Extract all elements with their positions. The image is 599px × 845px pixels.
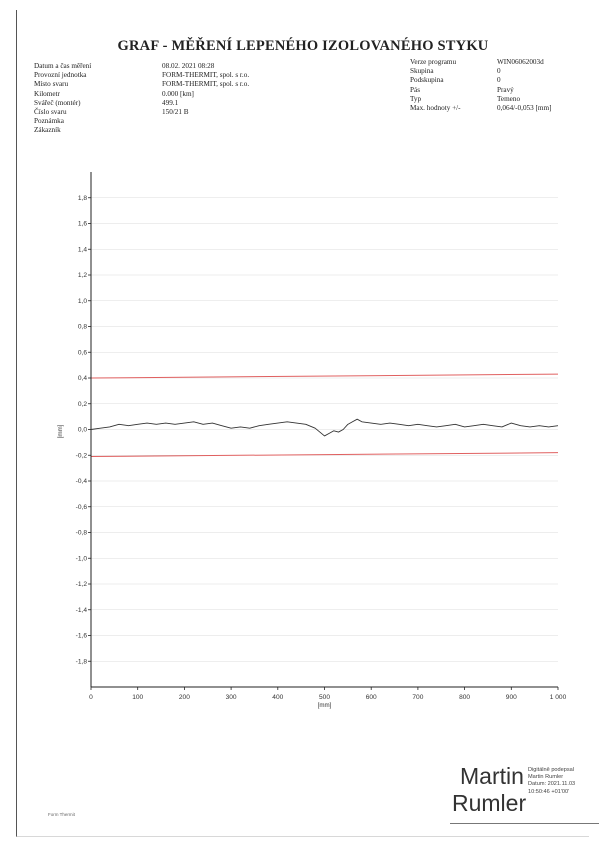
x-tick-label: 400 xyxy=(272,694,283,701)
y-tick-label: -1,0 xyxy=(76,555,88,562)
measurement-info-left: Datum a čas měření 08.02. 2021 08:28 Prov… xyxy=(34,62,249,136)
signature-line: Digitálně podepsal xyxy=(528,767,575,773)
limit-lines xyxy=(90,373,559,458)
meta-label: Zákazník xyxy=(34,126,61,135)
signature-line: 10:50:46 +01'00' xyxy=(528,788,570,795)
x-tick-label: 300 xyxy=(226,694,237,701)
limit-line xyxy=(90,373,559,379)
x-axis-label: [mm] xyxy=(318,702,332,709)
signature-line: Martin Rumler xyxy=(528,774,564,781)
y-tick-label: -1,2 xyxy=(76,581,88,588)
meta-row: Provozní jednotka FORM-THERMIT, spol. s r… xyxy=(34,71,249,80)
x-tick-label: 600 xyxy=(366,694,377,701)
y-tick-label: 0,2 xyxy=(78,401,87,408)
ticks: 1,8 1,6 1,4 1,2 1,0 0,8 0,6 0,4 0,2 0,0 -0,2 -0,4 -0… xyxy=(76,195,567,701)
y-tick-label: 1,6 xyxy=(78,221,87,228)
x-tick-label: 0 xyxy=(89,694,93,701)
meta-row: Zákazník xyxy=(34,126,249,135)
meta-row: Poznámka xyxy=(34,117,249,126)
y-tick-label: -1,8 xyxy=(76,658,88,665)
x-tick-label: 100 xyxy=(132,694,143,701)
y-tick-label: -0,2 xyxy=(76,452,88,459)
grid xyxy=(91,197,558,662)
meta-value: Temeno xyxy=(497,94,521,103)
y-tick-label: -1,6 xyxy=(76,633,88,640)
meta-row: Skupina 0 xyxy=(410,67,552,76)
meta-label: Kilometr xyxy=(34,89,60,98)
y-tick-label: 1,2 xyxy=(78,272,87,279)
meta-value: FORM-THERMIT, spol. s r.o. xyxy=(162,80,250,89)
x-tick-label: 700 xyxy=(412,694,423,701)
meta-label: Skupina xyxy=(410,67,434,76)
meta-row: Podskupina 0 xyxy=(410,76,552,85)
signature-line: Datum: 2021.11.03 xyxy=(528,781,576,788)
document-title: GRAF - MĚŘENÍ LEPENÉHO IZOLOVANÉHO STYKU xyxy=(117,38,489,54)
meta-row: Verze programu WIN06062003d xyxy=(410,58,552,67)
x-tick-label: 200 xyxy=(179,694,190,701)
meta-row: Pás Pravý xyxy=(410,86,552,95)
meta-value: WIN06062003d xyxy=(497,58,544,66)
meta-value: FORM-THERMIT, spol. s r.o. xyxy=(162,71,250,80)
y-tick-label: 1,4 xyxy=(78,246,87,253)
x-tick-label: 800 xyxy=(459,694,470,701)
x-tick-label: 1 000 xyxy=(550,694,567,701)
meta-row: Číslo svaru 150/21 B xyxy=(34,108,249,117)
meta-value: 08.02. 2021 08:28 xyxy=(162,62,215,70)
meta-value: 150/21 B xyxy=(162,108,189,117)
meta-row: Typ Temeno xyxy=(410,95,552,104)
x-tick-label: 500 xyxy=(319,694,330,701)
footer-text: Form Thermit xyxy=(48,812,75,817)
signature-details: Digitálně podepsal Martin Rumler Datum: … xyxy=(528,767,575,796)
signature-underline xyxy=(450,823,599,824)
meta-label: Pás xyxy=(410,85,420,94)
y-tick-label: 0,4 xyxy=(78,375,87,382)
signature-first-name: Martin xyxy=(460,763,524,789)
meta-row: Místo svaru FORM-THERMIT, spol. s r.o. xyxy=(34,80,249,89)
meta-value: 499.1 xyxy=(162,98,179,107)
meta-row: Kilometr 0.000 [km] xyxy=(34,90,249,99)
document-sheet: GRAF - MĚŘENÍ LEPENÉHO IZOLOVANÉHO STYKU… xyxy=(16,10,599,837)
meta-label: Místo svaru xyxy=(34,80,69,89)
meta-value: 0 xyxy=(497,67,501,76)
meta-label: Svářeč (montér) xyxy=(34,98,81,107)
x-tick-label: 900 xyxy=(506,694,517,701)
y-tick-label: 1,8 xyxy=(78,195,87,202)
profile-chart: 1,8 1,6 1,4 1,2 1,0 0,8 0,6 0,4 0,2 0,0 -0,2 -0,4 -0… xyxy=(57,172,567,709)
y-tick-label: 0,0 xyxy=(78,427,87,434)
meta-label: Číslo svaru xyxy=(34,108,67,117)
meta-label: Podskupina xyxy=(410,76,444,85)
y-tick-label: -0,6 xyxy=(76,504,88,511)
meta-value: Pravý xyxy=(497,85,514,94)
meta-row: Svářeč (montér) 499.1 xyxy=(34,99,249,108)
meta-label: Poznámka xyxy=(34,117,64,126)
meta-row: Datum a čas měření 08.02. 2021 08:28 xyxy=(34,62,249,71)
y-tick-label: 0,8 xyxy=(78,324,87,331)
meta-value: 0,064/-0,053 [mm] xyxy=(497,104,552,113)
y-tick-label: -0,8 xyxy=(76,530,88,537)
signature-last-name: Rumler xyxy=(452,790,527,816)
meta-label: Provozní jednotka xyxy=(34,71,87,80)
limit-line xyxy=(90,452,559,458)
digital-signature: Martin Rumler Digitálně podepsal Martin … xyxy=(450,755,599,825)
series xyxy=(90,418,559,437)
measurement-info-right: Verze programu WIN06062003d Skupina 0 Pods… xyxy=(410,58,552,113)
y-tick-label: 0,6 xyxy=(78,349,87,356)
y-axis-label: [mm] xyxy=(57,424,64,438)
y-tick-label: -0,4 xyxy=(76,478,88,485)
meta-label: Datum a čas měření xyxy=(34,62,92,70)
meta-label: Max. hodnoty +/- xyxy=(410,104,461,113)
meta-row: Max. hodnoty +/- 0,064/-0,053 [mm] xyxy=(410,104,552,113)
y-tick-label: 1,0 xyxy=(78,298,87,305)
meta-label: Verze programu xyxy=(410,58,457,66)
meta-value: 0.000 [km] xyxy=(162,89,194,98)
y-tick-label: -1,4 xyxy=(76,607,88,614)
meta-value: 0 xyxy=(497,76,501,85)
profile-series-line xyxy=(90,418,559,437)
meta-label: Typ xyxy=(410,94,422,103)
